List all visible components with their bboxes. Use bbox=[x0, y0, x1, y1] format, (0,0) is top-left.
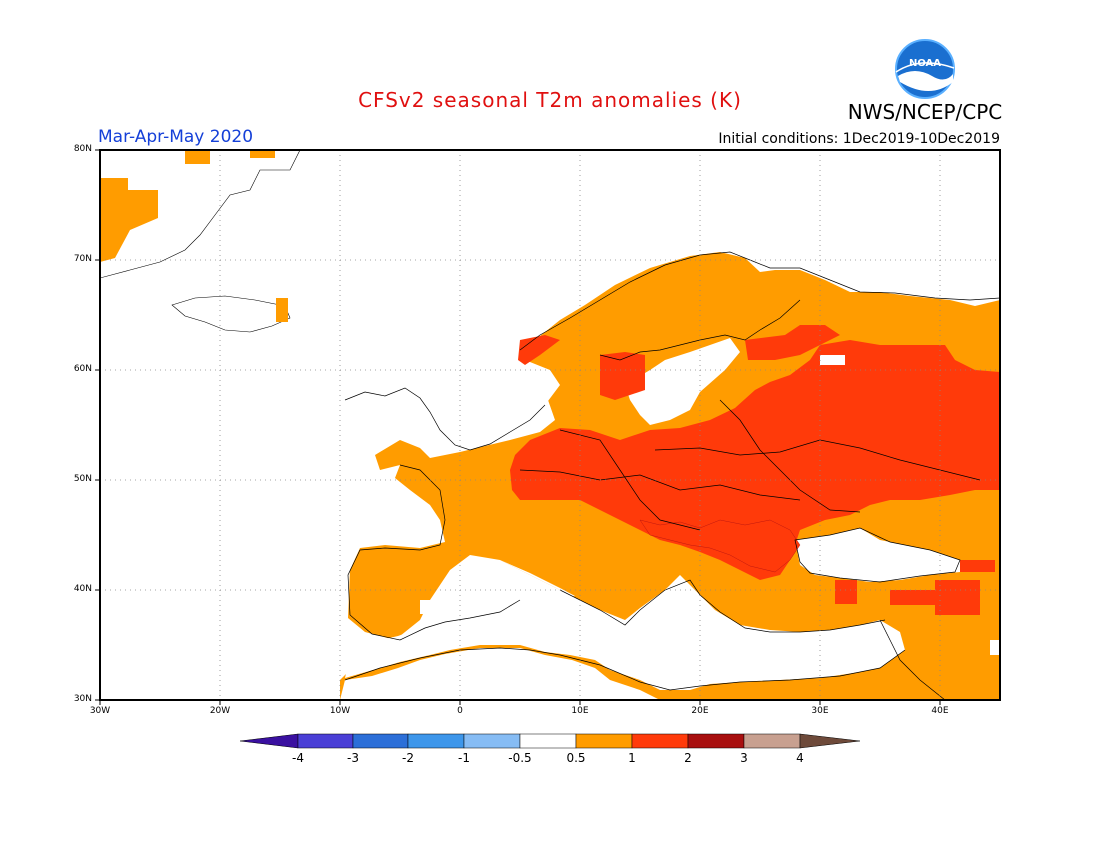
colorbar-label-2: 2 bbox=[684, 751, 692, 765]
lat-label-60n: 60N bbox=[73, 364, 92, 374]
colorbar-label-1: 1 bbox=[628, 751, 636, 765]
greenland-land bbox=[100, 150, 301, 279]
anomaly-greenland-west bbox=[100, 178, 158, 262]
lon-label-20w: 20W bbox=[209, 706, 231, 716]
anomaly-red-finland bbox=[745, 325, 840, 360]
colorbar-label-neg0-5: -0.5 bbox=[508, 751, 532, 765]
anomaly-red-turkey-3 bbox=[935, 580, 980, 615]
anomaly-red-turkey-2 bbox=[890, 590, 940, 605]
white-patch-2 bbox=[420, 600, 432, 614]
anomaly-darkred-balkans bbox=[639, 519, 801, 573]
lon-label-30e: 30E bbox=[811, 706, 829, 716]
lon-label-10w: 10W bbox=[329, 706, 351, 716]
map-frame bbox=[99, 149, 1001, 701]
mediterranean-white bbox=[345, 555, 905, 690]
anomaly-greenland-north-2 bbox=[250, 150, 275, 158]
lat-label-80n: 80N bbox=[73, 144, 92, 154]
colorbar-swatch-6 bbox=[575, 733, 633, 749]
colorbar-swatch-3 bbox=[407, 733, 465, 749]
colorbar-label-neg3: -3 bbox=[347, 751, 359, 765]
colorbar-arrow-low bbox=[239, 733, 299, 749]
colorbar-label-neg1: -1 bbox=[458, 751, 470, 765]
black-sea-white bbox=[795, 528, 960, 582]
colorbar bbox=[239, 733, 861, 749]
colorbar-swatch-4 bbox=[463, 733, 521, 749]
colorbar-arrow-high bbox=[799, 733, 861, 749]
colorbar-swatch-9 bbox=[743, 733, 801, 749]
lon-label-0: 0 bbox=[457, 706, 463, 716]
colorbar-label-neg4: -4 bbox=[292, 751, 304, 765]
anomaly-red-turkey-1 bbox=[835, 580, 857, 604]
anomaly-iceland bbox=[276, 298, 288, 322]
map-title: CFSv2 seasonal T2m anomalies (K) bbox=[358, 88, 742, 112]
logo-text: NOAA bbox=[909, 58, 941, 69]
colorbar-swatch-1 bbox=[297, 733, 354, 749]
initial-conditions-label: Initial conditions: 1Dec2019-10Dec2019 bbox=[718, 131, 1000, 147]
anomaly-red-scandinavia bbox=[600, 352, 645, 400]
colorbar-label-neg2: -2 bbox=[402, 751, 414, 765]
anomaly-fields bbox=[100, 150, 1000, 700]
lon-label-20e: 20E bbox=[691, 706, 709, 716]
colorbar-label-3: 3 bbox=[740, 751, 748, 765]
anomaly-red-caucasus bbox=[960, 560, 995, 572]
axis-ticks bbox=[95, 149, 941, 705]
colorbar-swatch-5 bbox=[519, 733, 577, 749]
colorbar-swatch-7 bbox=[631, 733, 689, 749]
lon-label-30w: 30W bbox=[89, 706, 111, 716]
noaa-logo: NOAA bbox=[895, 39, 955, 99]
anomaly-red-east bbox=[510, 340, 1000, 580]
colorbar-swatch-8 bbox=[687, 733, 745, 749]
lat-label-50n: 50N bbox=[73, 474, 92, 484]
agency-label: NWS/NCEP/CPC bbox=[847, 100, 1003, 124]
colorbar-label-4: 4 bbox=[796, 751, 804, 765]
colorbar-label-0-5: 0.5 bbox=[566, 751, 586, 765]
north-sea-white bbox=[345, 360, 560, 448]
lat-label-30n: 30N bbox=[73, 694, 92, 704]
lon-label-10e: 10E bbox=[571, 706, 589, 716]
baltic-white bbox=[625, 338, 740, 425]
lat-label-40n: 40N bbox=[73, 584, 92, 594]
lat-label-70n: 70N bbox=[73, 254, 92, 264]
colorbar-swatch-2 bbox=[352, 733, 409, 749]
anomaly-greenland-north bbox=[185, 150, 210, 164]
season-label: Mar-Apr-May 2020 bbox=[98, 127, 254, 147]
white-patch-3 bbox=[990, 640, 1000, 655]
lon-label-40e: 40E bbox=[931, 706, 949, 716]
anomaly-red-norway-coast bbox=[518, 335, 560, 365]
white-patch-1 bbox=[820, 355, 845, 365]
graticule bbox=[100, 150, 1000, 700]
iceland bbox=[171, 295, 291, 333]
